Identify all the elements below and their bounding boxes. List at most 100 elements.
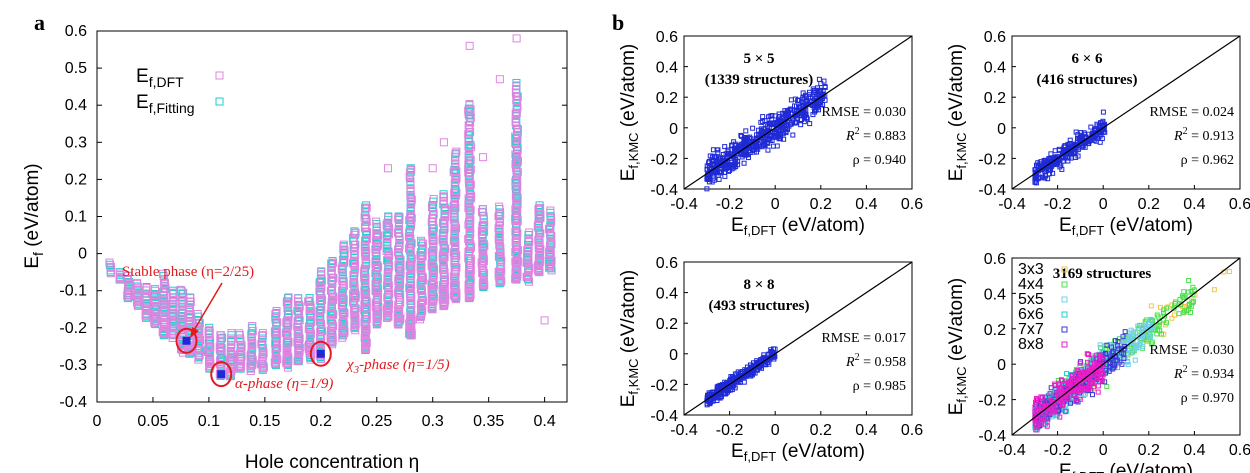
y-tick-label: 0: [78, 246, 87, 263]
dft-point: [511, 266, 520, 275]
data-point: [1088, 360, 1094, 366]
data-point: [764, 139, 770, 145]
dft-point: [329, 274, 338, 283]
dft-point: [452, 147, 461, 156]
dft-point: [479, 247, 488, 256]
dft-point: [478, 207, 487, 216]
dft-point: [159, 269, 168, 278]
data-point: [1187, 301, 1193, 307]
dft-point: [282, 342, 291, 351]
data-point: [1072, 387, 1078, 393]
dft-point: [339, 240, 348, 249]
dft-point: [464, 199, 473, 208]
data-point: [801, 109, 807, 115]
dft-point: [465, 123, 474, 132]
x-tick-label: -0.4: [998, 442, 1026, 459]
x-tick-label: 0.2: [810, 422, 832, 439]
dft-point: [535, 235, 544, 244]
dft-point: [339, 295, 348, 304]
data-point: [769, 113, 775, 119]
chart-a-legend: Ef,DFT Ef,Fitting: [136, 66, 224, 116]
data-point: [1047, 391, 1053, 397]
data-point: [1099, 120, 1105, 126]
data-point: [1074, 381, 1080, 387]
dft-point: [511, 275, 520, 284]
chart-a: -0.4-0.3-0.2-0.100.10.20.30.40.50.60 0.05…: [22, 23, 568, 473]
dft-point: [283, 331, 292, 340]
x-tick-label: 0: [771, 422, 780, 439]
dft-point: [465, 169, 474, 178]
data-point: [1067, 400, 1073, 406]
data-point: [1169, 315, 1175, 321]
data-point: [1075, 136, 1081, 142]
dft-point: [315, 307, 324, 316]
dft-point: [511, 114, 520, 123]
data-point: [1128, 339, 1134, 345]
dft-point: [284, 337, 293, 346]
dft-point: [216, 336, 225, 345]
stat-rmse: RMSE = 0.030: [1149, 343, 1234, 358]
data-point: [1088, 124, 1094, 130]
y-tick-label: 0.2: [656, 316, 678, 333]
dft-point: [295, 343, 304, 352]
data-point: [1112, 363, 1118, 369]
dft-point: [142, 286, 151, 295]
x-tick-label: 0.3: [422, 413, 444, 430]
data-point: [1103, 351, 1109, 357]
stat-rho: ρ = 0.985: [853, 379, 906, 394]
dft-point: [315, 278, 324, 287]
data-point: [799, 97, 805, 103]
dft-point: [466, 215, 475, 224]
data-point: [776, 136, 782, 142]
y-tick-label: 0.2: [984, 322, 1006, 339]
dft-point: [497, 267, 506, 276]
data-point: [1226, 269, 1232, 275]
dft-point: [226, 349, 235, 358]
data-point: [1132, 330, 1138, 336]
panel-label-b: b: [612, 10, 624, 35]
dft-point: [417, 291, 426, 300]
dft-point: [317, 296, 326, 305]
dft-point: [466, 259, 475, 268]
y-tick-label: 0.3: [65, 134, 87, 151]
y-tick-label: 0.6: [65, 23, 87, 40]
data-point: [732, 159, 738, 165]
dft-point: [439, 192, 448, 201]
dft-point: [258, 331, 267, 340]
data-point: [1095, 366, 1101, 372]
dft-point: [306, 302, 315, 311]
legend-label: 7x7: [1018, 321, 1044, 338]
dft-point: [123, 271, 132, 280]
data-point: [801, 111, 807, 117]
data-point: [1061, 396, 1067, 402]
y-axis-label: Ef,KMC (eV/atom): [946, 44, 969, 182]
data-point: [1164, 320, 1170, 326]
data-point: [1086, 352, 1092, 358]
dft-point: [524, 236, 533, 245]
dft-point: [396, 278, 405, 287]
panel-label-a: a: [34, 10, 45, 35]
data-point: [790, 132, 796, 138]
phase-circle: [175, 327, 198, 354]
data-point: [766, 351, 772, 357]
x-tick-label: -0.4: [670, 422, 698, 439]
dft-point: [546, 241, 555, 250]
dft-point: [149, 291, 158, 300]
data-point: [1090, 355, 1096, 361]
dft-point: [427, 203, 436, 212]
y-tick-label: 0.4: [656, 286, 678, 303]
dft-point: [428, 214, 437, 223]
dft-point: [438, 229, 447, 238]
y-tick-label: 0.4: [984, 60, 1006, 77]
x-tick-label: 0.4: [855, 196, 877, 213]
data-point: [765, 140, 771, 146]
plot-frame: [1011, 35, 1241, 190]
data-point: [1058, 377, 1064, 383]
dft-point: [513, 176, 522, 185]
dft-point: [195, 345, 204, 354]
data-point: [709, 157, 715, 163]
dft-point: [106, 269, 115, 278]
dft-point: [407, 214, 416, 223]
data-point: [1064, 408, 1070, 414]
dft-point: [465, 221, 474, 230]
